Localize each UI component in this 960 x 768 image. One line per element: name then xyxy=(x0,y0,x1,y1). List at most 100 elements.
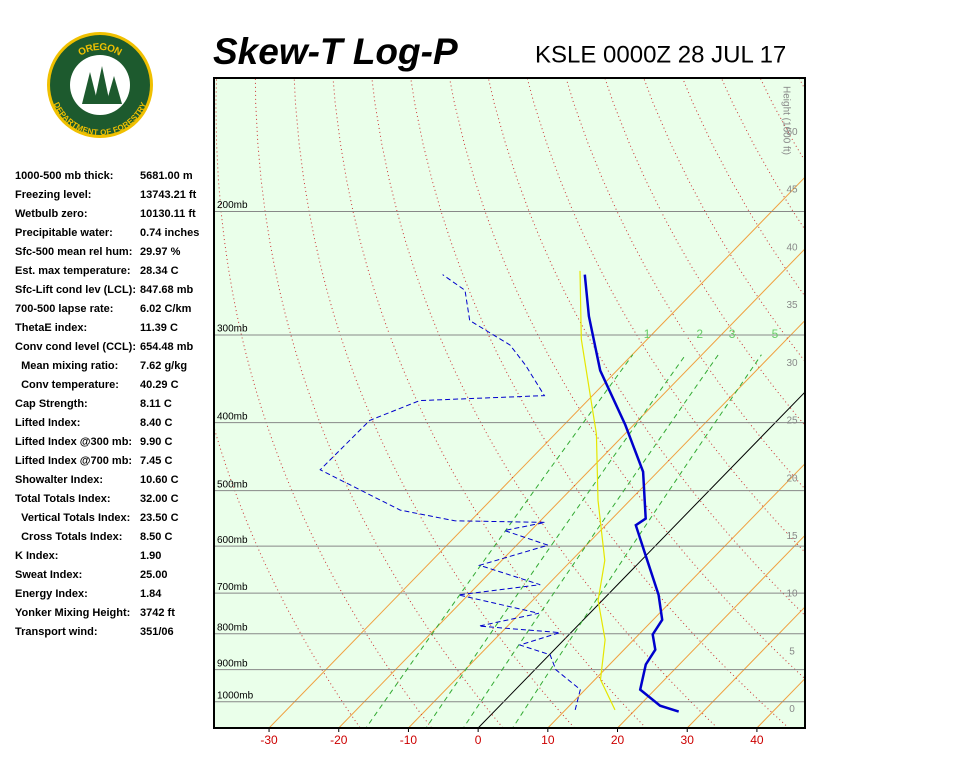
y2-tick-label: 35 xyxy=(786,300,798,311)
x-tick-label: 30 xyxy=(681,733,695,747)
logo-top-text: OREGON xyxy=(76,41,123,58)
stat-label: Conv cond level (CCL): xyxy=(15,341,136,353)
x-tick-label: 10 xyxy=(541,733,555,747)
stat-value: 8.50 C xyxy=(140,531,172,543)
y2-tick-label: 40 xyxy=(786,242,798,253)
stat-label: Precipitable water: xyxy=(15,227,113,239)
stat-value: 7.45 C xyxy=(140,455,172,467)
stat-label: Yonker Mixing Height: xyxy=(15,607,130,619)
stat-label: Mean mixing ratio: xyxy=(15,360,118,372)
x-tick-label: -10 xyxy=(400,733,418,747)
stat-label: Cap Strength: xyxy=(15,398,88,410)
stat-label: 700-500 lapse rate: xyxy=(15,303,113,315)
profile-line xyxy=(579,270,616,711)
stat-value: 1.90 xyxy=(140,550,161,562)
y-tick-label: 500mb xyxy=(217,479,248,490)
dry-adiabat xyxy=(798,78,805,91)
isotherm-grid-line xyxy=(408,319,805,728)
mixing-ratio-label: 3 xyxy=(729,327,736,341)
stat-value: 0.74 inches xyxy=(140,227,199,239)
chart-title: Skew-T Log-P xyxy=(213,31,458,72)
mixing-ratio-label: 1 xyxy=(644,327,651,341)
stat-value: 654.48 mb xyxy=(140,341,193,353)
x-tick-label: 20 xyxy=(611,733,625,747)
y-tick-label: 300mb xyxy=(217,324,248,335)
dry-adiabat xyxy=(826,56,960,731)
logo-tree xyxy=(94,66,110,104)
stat-value: 8.40 C xyxy=(140,417,172,429)
stat-label: ThetaE index: xyxy=(15,322,87,334)
plot xyxy=(214,56,960,731)
stat-label: Sfc-Lift cond lev (LCL): xyxy=(15,284,136,296)
stat-label: Sweat Index: xyxy=(15,569,82,581)
dewpoint-line xyxy=(319,274,581,711)
stat-value: 10130.11 ft xyxy=(140,208,196,220)
isotherm-grid-line xyxy=(547,462,805,728)
stat-label: Transport wind: xyxy=(15,626,98,638)
stat-value: 9.90 C xyxy=(140,436,172,448)
dry-adiabat xyxy=(940,56,960,731)
stat-value: 28.34 C xyxy=(140,265,179,277)
chart-subtitle: KSLE 0000Z 28 JUL 17 xyxy=(535,41,786,68)
stat-value: 5681.00 m xyxy=(140,170,193,182)
y2-tick-label: 25 xyxy=(786,416,798,427)
mixing-ratio-label: 5 xyxy=(772,327,779,341)
stat-value: 8.11 C xyxy=(140,398,172,410)
plot-fill xyxy=(214,78,805,728)
dry-adiabat xyxy=(215,78,433,728)
stat-label: Lifted Index: xyxy=(15,417,80,429)
logo-tree xyxy=(106,76,122,104)
y2-tick-label: 0 xyxy=(789,704,795,715)
stat-label: Energy Index: xyxy=(15,588,88,600)
stat-value: 32.00 C xyxy=(140,493,179,505)
x-tick-label: -20 xyxy=(330,733,348,747)
y2-tick-label: 20 xyxy=(786,473,798,484)
y2-tick-label: 5 xyxy=(789,646,795,657)
stat-value: 40.29 C xyxy=(140,379,179,391)
mixing-ratio-label: 2 xyxy=(696,327,703,341)
stat-label: Total Totals Index: xyxy=(15,493,111,505)
x-tick-label: 0 xyxy=(475,733,482,747)
dry-adiabat xyxy=(332,78,647,728)
stat-label: Showalter Index: xyxy=(15,474,103,486)
y2-tick-label: 15 xyxy=(786,531,798,542)
isotherm-grid-line xyxy=(268,176,805,728)
mixing-ratio-line xyxy=(425,354,687,728)
stat-label: Est. max temperature: xyxy=(15,265,131,277)
stat-value: 847.68 mb xyxy=(140,284,193,296)
y-tick-label: 700mb xyxy=(217,582,248,593)
isotherm-grid-line xyxy=(338,248,805,728)
stat-value: 351/06 xyxy=(140,626,174,638)
stat-value: 6.02 C/km xyxy=(140,303,192,315)
stat-value: 13743.21 ft xyxy=(140,189,197,201)
logo: OREGON DEPARTMENT OF FORESTRY xyxy=(47,32,153,138)
stat-label: Lifted Index @300 mb: xyxy=(15,436,132,448)
stat-value: 11.39 C xyxy=(140,322,178,334)
mixing-ratio-line xyxy=(462,354,719,728)
y2-tick-label: 30 xyxy=(786,358,798,369)
y-tick-label: 600mb xyxy=(217,535,248,546)
axes: -30 -20 -10 0 10 20 30 40200mb300mb400mb500mb60… xyxy=(217,86,798,747)
isotherm-grid-line xyxy=(477,391,805,728)
stat-label: Wetbulb zero: xyxy=(15,208,88,220)
isotherm-grid-line xyxy=(686,606,805,728)
stat-label: Freezing level: xyxy=(15,189,91,201)
plot-background xyxy=(214,78,805,728)
dry-adiabat xyxy=(864,56,960,731)
stat-value: 1.84 xyxy=(140,588,162,600)
profile-line xyxy=(583,274,680,713)
stat-value: 29.97 % xyxy=(140,246,181,258)
y-tick-label: 200mb xyxy=(217,200,248,211)
y-tick-label: 400mb xyxy=(217,411,248,422)
mixing-ratio-line xyxy=(365,354,634,728)
stat-value: 7.62 g/kg xyxy=(140,360,187,372)
y2-tick-label: 10 xyxy=(786,589,798,600)
stats: 1000-500 mb thick: 5681.00 m Freezing leve… xyxy=(15,170,199,638)
stat-value: 10.60 C xyxy=(140,474,179,486)
dry-adiabat xyxy=(902,56,960,731)
stat-label: Lifted Index @700 mb: xyxy=(15,455,132,467)
x-tick-label: -30 xyxy=(260,733,278,747)
y2-axis-label: Height (1000 ft) xyxy=(780,86,791,155)
stat-label: Conv temperature: xyxy=(15,379,119,391)
